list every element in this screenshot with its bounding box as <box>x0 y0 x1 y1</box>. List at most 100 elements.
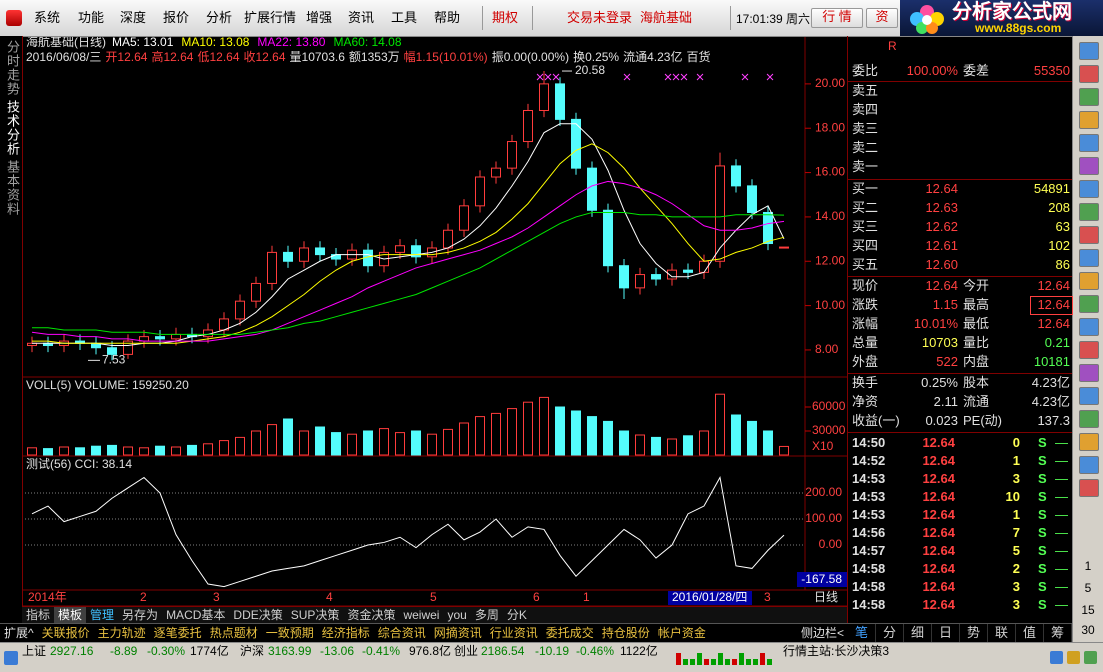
panel-tab[interactable]: 联 <box>988 624 1016 642</box>
tool-icon[interactable] <box>1079 226 1099 244</box>
period-button[interactable]: 15 <box>1081 603 1095 617</box>
toolbar-tab[interactable]: 多周 <box>474 608 499 622</box>
volume-bar <box>555 406 565 456</box>
tool-icon[interactable] <box>1079 433 1099 451</box>
index-name: 上证 <box>22 644 47 658</box>
quote-value: 12.64 <box>1037 316 1070 331</box>
legend-entry: MA5: 13.01 <box>112 35 174 49</box>
function-tab[interactable]: 逐笔委托 <box>153 626 202 640</box>
status-icon[interactable] <box>1067 651 1080 664</box>
candle-body <box>251 282 261 302</box>
menu-item[interactable]: 扩展行情 <box>244 10 297 25</box>
toolbar-tab[interactable]: weiwei <box>403 608 440 622</box>
menu-item[interactable]: 增强 <box>306 10 333 25</box>
tool-icon[interactable] <box>1079 364 1099 382</box>
function-tab[interactable]: 网摘资讯 <box>433 626 482 640</box>
function-tab[interactable]: 关联报价 <box>41 626 90 640</box>
period-button[interactable]: 1 <box>1084 559 1092 573</box>
toolbar-tab[interactable]: MACD基本 <box>166 608 226 622</box>
side-tab[interactable]: 技术分析 <box>5 100 20 156</box>
panel-tab[interactable]: 细 <box>904 624 932 642</box>
menu-item[interactable]: 帮助 <box>434 10 461 25</box>
tool-icon[interactable] <box>1079 410 1099 428</box>
panel-tab[interactable]: 日 <box>932 624 960 642</box>
quote-summary: 2016/06/08/三 <box>26 50 101 64</box>
function-tab[interactable]: 帐户资金 <box>657 626 706 640</box>
function-tab[interactable]: 经济指标 <box>321 626 370 640</box>
tool-icon[interactable] <box>1079 341 1099 359</box>
toolbar-tab[interactable]: 分K <box>506 608 527 622</box>
panel-tab[interactable]: 分 <box>876 624 904 642</box>
breadth-cell <box>753 659 758 665</box>
tool-icon[interactable] <box>1079 318 1099 336</box>
function-tab[interactable]: 委托成交 <box>545 626 594 640</box>
toolbar-tab[interactable]: SUP决策 <box>290 608 340 622</box>
tool-icon[interactable] <box>1079 111 1099 129</box>
tool-icon[interactable] <box>1079 42 1099 60</box>
info-button[interactable]: 资 <box>866 8 898 28</box>
period-button[interactable]: 5 <box>1084 581 1092 595</box>
panel-tab[interactable]: 值 <box>1016 624 1044 642</box>
menu-item[interactable]: 报价 <box>163 10 190 25</box>
function-tab[interactable]: 扩展^ <box>4 626 34 640</box>
panel-tab[interactable]: 势 <box>960 624 988 642</box>
toolbar-tab[interactable]: 另存为 <box>122 608 159 622</box>
panel-tab[interactable]: 筹 <box>1044 624 1072 642</box>
tool-icon[interactable] <box>1079 249 1099 267</box>
tool-icon[interactable] <box>1079 157 1099 175</box>
status-icon[interactable] <box>1050 651 1063 664</box>
volume-bar <box>251 430 261 456</box>
menu-item[interactable]: 系统 <box>34 10 61 25</box>
panel-tab[interactable]: 笔 <box>848 624 876 642</box>
tool-icon[interactable] <box>1079 295 1099 313</box>
toolbar-tab[interactable]: 模板 <box>54 607 87 623</box>
side-tab[interactable]: 基本资料 <box>5 160 20 216</box>
toolbar-tab[interactable]: 资金决策 <box>347 608 396 622</box>
index-pct: -0.41% <box>362 644 401 658</box>
y-tick-label: 8.00 <box>815 342 839 356</box>
menu-item[interactable]: 功能 <box>78 10 105 25</box>
toolbar-tab[interactable]: 管理 <box>90 608 115 622</box>
panel-divider <box>848 432 1072 433</box>
tool-icon[interactable] <box>1079 134 1099 152</box>
tool-icon[interactable] <box>1079 180 1099 198</box>
status-icon[interactable] <box>1084 651 1097 664</box>
menu-item[interactable]: 工具 <box>391 10 418 25</box>
function-tab[interactable]: 持仓股份 <box>601 626 650 640</box>
quote-button[interactable]: 行 情 <box>811 8 863 28</box>
tool-icon[interactable] <box>1079 456 1099 474</box>
volume-bar <box>347 433 357 456</box>
sidebar-toggle[interactable]: 侧边栏< <box>800 626 844 640</box>
tool-icon[interactable] <box>1079 203 1099 221</box>
trade-flag: — <box>1055 471 1068 486</box>
toolbar-tab[interactable]: 指标 <box>26 608 51 622</box>
date-label: 3 <box>213 590 220 604</box>
login-status[interactable]: 交易未登录 <box>567 10 633 25</box>
toolbar-tab[interactable]: DDE决策 <box>233 608 283 622</box>
menu-item[interactable]: 分析 <box>206 10 233 25</box>
trade-flag: — <box>1055 489 1068 504</box>
toolbar-tab[interactable]: you <box>447 608 467 622</box>
tool-icon[interactable] <box>1079 88 1099 106</box>
period-button[interactable]: 30 <box>1081 623 1095 637</box>
side-tab[interactable]: 分时走势 <box>5 40 20 96</box>
stock-name[interactable]: 海航基础 <box>640 10 693 25</box>
panel-title: VOLL(5) VOLUME: 159250.20 <box>26 378 189 392</box>
function-tab[interactable]: 一致预期 <box>265 626 314 640</box>
menu-item[interactable]: 资讯 <box>348 10 375 25</box>
trade-volume: 3 <box>1012 471 1020 486</box>
tool-icon[interactable] <box>1079 387 1099 405</box>
function-tab[interactable]: 行业资讯 <box>489 626 538 640</box>
function-tab[interactable]: 热点题材 <box>209 626 258 640</box>
function-tab[interactable]: 综合资讯 <box>377 626 426 640</box>
option-menu[interactable]: 期权 <box>492 10 519 25</box>
tool-icon[interactable] <box>1079 65 1099 83</box>
tool-icon[interactable] <box>1079 272 1099 290</box>
trade-time: 14:52 <box>852 453 886 468</box>
date-label: 2016/01/28/四 <box>672 590 747 604</box>
function-tab[interactable]: 主力轨迹 <box>97 626 146 640</box>
menu-item[interactable]: 深度 <box>120 10 147 25</box>
tool-icon[interactable] <box>1079 479 1099 497</box>
app-icon <box>6 10 22 26</box>
trade-time: 14:58 <box>852 597 886 612</box>
